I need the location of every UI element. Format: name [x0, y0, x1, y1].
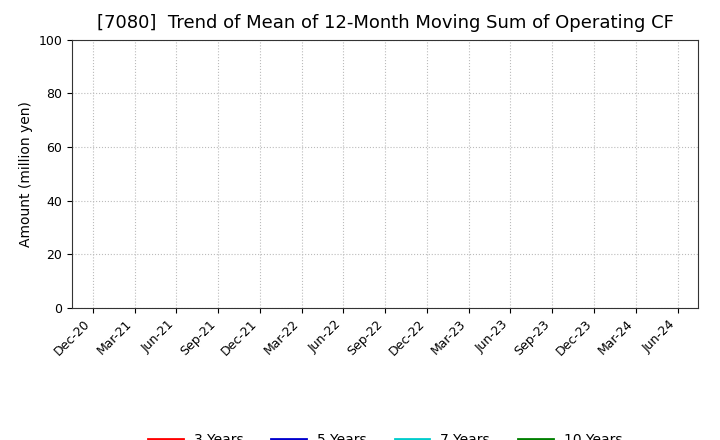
Title: [7080]  Trend of Mean of 12-Month Moving Sum of Operating CF: [7080] Trend of Mean of 12-Month Moving … — [96, 15, 674, 33]
Y-axis label: Amount (million yen): Amount (million yen) — [19, 101, 33, 247]
Legend: 3 Years, 5 Years, 7 Years, 10 Years: 3 Years, 5 Years, 7 Years, 10 Years — [143, 428, 628, 440]
